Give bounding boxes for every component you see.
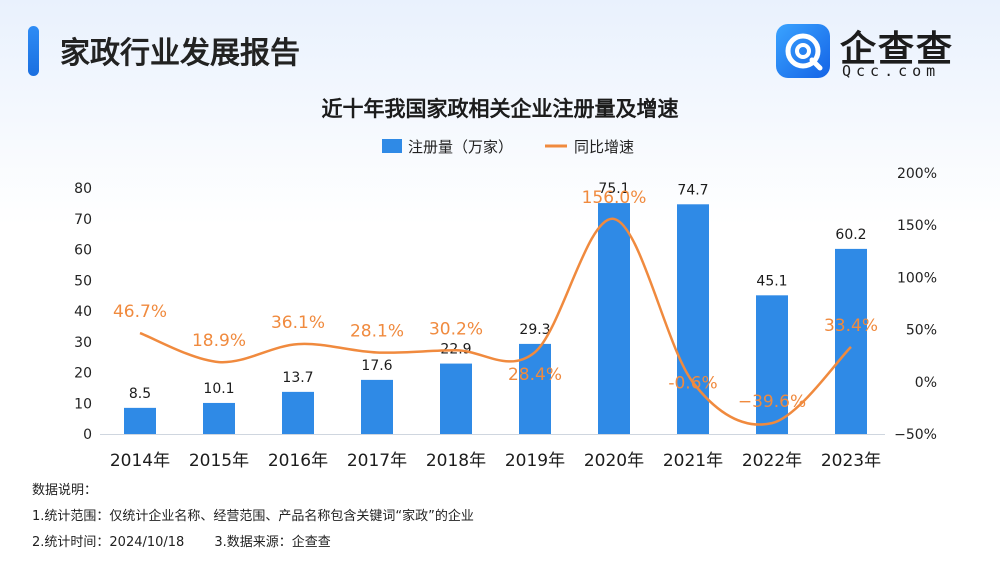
y-axis-left: 0 10 20 30 40 50 60 70 80 bbox=[74, 181, 92, 443]
chart-title: 近十年我国家政相关企业注册量及增速 bbox=[322, 97, 679, 121]
bar bbox=[677, 204, 709, 434]
bar-data-label: 10.1 bbox=[203, 381, 234, 397]
notes-heading: 数据说明： bbox=[32, 483, 98, 498]
legend-label-line: 同比增速 bbox=[574, 138, 634, 156]
x-tick-label: 2020年 bbox=[584, 451, 644, 471]
growth-data-label: -0.6% bbox=[668, 373, 717, 393]
logo-subtext: Qcc.com bbox=[842, 62, 941, 80]
y-left-tick-label: 40 bbox=[74, 304, 92, 320]
y-right-tick-label: 100% bbox=[897, 270, 937, 286]
bar-data-label: 60.2 bbox=[835, 227, 866, 243]
x-axis: 2014年 2015年 2016年 2017年 2018年 2019年 2020年 2021年… bbox=[110, 451, 881, 471]
bar-data-label: 75.1 bbox=[598, 181, 629, 197]
y-right-tick-label: 50% bbox=[906, 323, 937, 339]
bar-data-labels: 8.5 10.113.717.622.929.375.1 74.745.160.2 bbox=[129, 181, 867, 402]
y-left-tick-label: 50 bbox=[74, 273, 92, 289]
legend-label-bar: 注册量（万家） bbox=[408, 138, 513, 156]
x-tick-label: 2018年 bbox=[426, 451, 486, 471]
notes-time: 2.统计时间：2024/10/18 bbox=[32, 535, 185, 550]
notes-scope: 1.统计范围：仅统计企业名称、经营范围、产品名称包含关键词“家政”的企业 bbox=[32, 509, 474, 524]
page-title: 家政行业发展报告 bbox=[60, 36, 300, 71]
x-tick-label: 2014年 bbox=[110, 451, 170, 471]
bar-series bbox=[124, 203, 867, 434]
title-accent-bar bbox=[28, 26, 39, 76]
x-tick-label: 2023年 bbox=[821, 451, 881, 471]
x-tick-label: 2016年 bbox=[268, 451, 328, 471]
growth-data-label: 46.7% bbox=[113, 302, 167, 322]
y-right-tick-label: −50% bbox=[894, 427, 937, 443]
legend-swatch-bar bbox=[382, 139, 402, 153]
growth-data-label: 28.4% bbox=[508, 365, 562, 385]
bar bbox=[124, 407, 156, 434]
logo-text: 企查查 bbox=[840, 29, 955, 70]
bar bbox=[361, 379, 393, 434]
y-left-tick-label: 20 bbox=[74, 366, 92, 382]
growth-data-label: −39.6% bbox=[738, 392, 806, 412]
growth-data-label: 28.1% bbox=[350, 321, 404, 341]
notes-time-source: 2.统计时间：2024/10/18 3.数据来源：企查查 bbox=[32, 530, 474, 556]
bar-data-label: 8.5 bbox=[129, 386, 151, 402]
y-left-tick-label: 0 bbox=[83, 427, 92, 443]
y-left-tick-label: 10 bbox=[74, 396, 92, 412]
y-right-tick-label: 200% bbox=[897, 166, 937, 182]
y-left-tick-label: 30 bbox=[74, 335, 92, 351]
data-notes: 数据说明： 1.统计范围：仅统计企业名称、经营范围、产品名称包含关键词“家政”的… bbox=[32, 478, 474, 556]
y-right-tick-label: 0% bbox=[915, 375, 937, 391]
chart-legend: 注册量（万家） 同比增速 bbox=[382, 138, 634, 156]
x-tick-label: 2015年 bbox=[189, 451, 249, 471]
bar bbox=[598, 203, 630, 434]
bar bbox=[519, 343, 551, 434]
chart: 近十年我国家政相关企业注册量及增速 注册量（万家） 同比增速 0 10 20 30 40… bbox=[74, 97, 937, 471]
y-left-tick-label: 80 bbox=[74, 181, 92, 197]
notes-source: 3.数据来源：企查查 bbox=[214, 535, 331, 550]
x-tick-label: 2019年 bbox=[505, 451, 565, 471]
y-axis-right: −50% 0% 50% 100% 150% 200% bbox=[894, 166, 937, 443]
qcc-logo-icon bbox=[776, 24, 830, 78]
x-tick-label: 2021年 bbox=[663, 451, 723, 471]
growth-data-label: 36.1% bbox=[271, 313, 325, 333]
growth-data-label: 30.2% bbox=[429, 319, 483, 339]
x-tick-label: 2022年 bbox=[742, 451, 802, 471]
growth-data-labels: 46.7% 18.9% 36.1% 28.1% 30.2% 28.4% 156.0% -0.6… bbox=[113, 188, 878, 412]
bar bbox=[203, 402, 235, 434]
y-right-tick-label: 150% bbox=[897, 218, 937, 234]
y-left-tick-label: 70 bbox=[74, 212, 92, 228]
bar-data-label: 17.6 bbox=[361, 358, 392, 374]
growth-data-label: 156.0% bbox=[582, 188, 647, 208]
bar-data-label: 45.1 bbox=[756, 273, 787, 289]
growth-data-label: 18.9% bbox=[192, 331, 246, 351]
bar-data-label: 29.3 bbox=[519, 322, 550, 338]
bar-data-label: 13.7 bbox=[282, 370, 313, 386]
x-tick-label: 2017年 bbox=[347, 451, 407, 471]
bar-data-label: 74.7 bbox=[677, 182, 708, 198]
logo: 企查查 Qcc.com bbox=[776, 22, 976, 82]
bar bbox=[835, 248, 867, 434]
growth-data-label: 33.4% bbox=[824, 316, 878, 336]
growth-rate-line bbox=[139, 217, 852, 426]
bar bbox=[282, 391, 314, 434]
y-left-tick-label: 60 bbox=[74, 243, 92, 259]
bar bbox=[440, 363, 472, 434]
bar bbox=[756, 295, 788, 434]
